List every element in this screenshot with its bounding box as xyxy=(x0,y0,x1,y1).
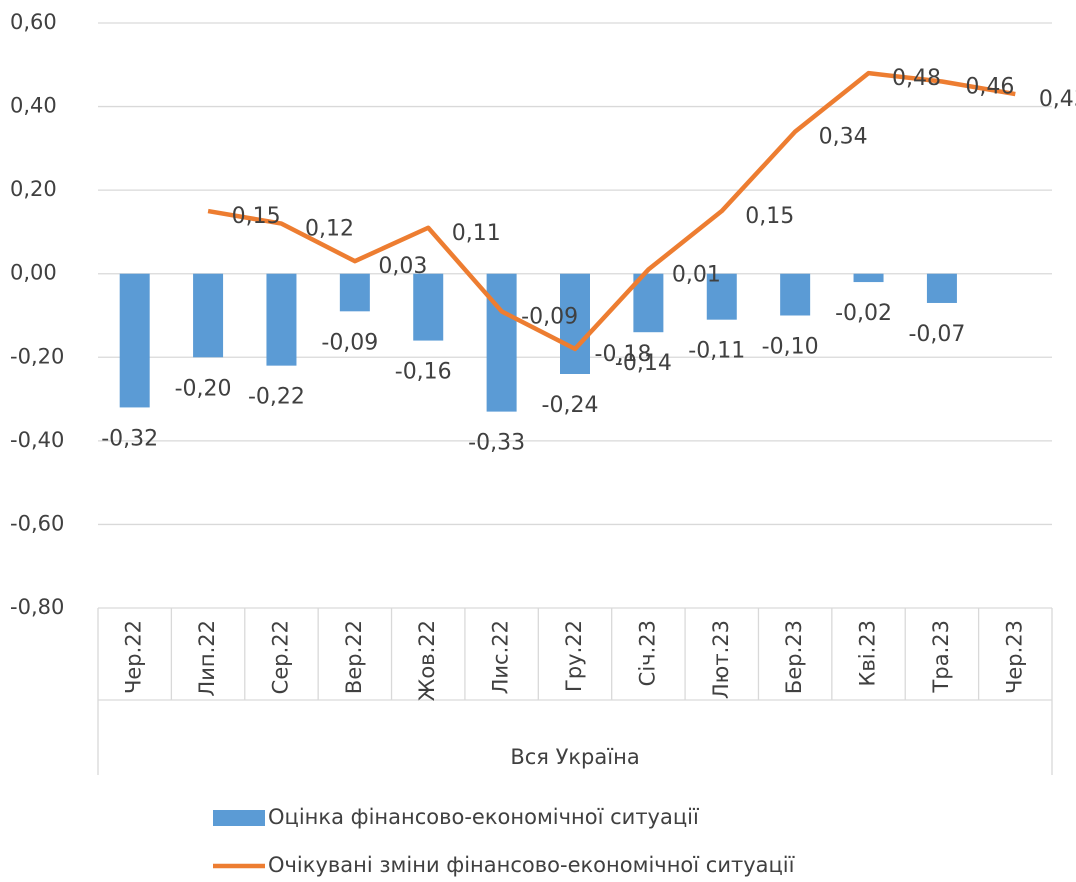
bar xyxy=(486,273,517,412)
bar xyxy=(193,273,224,358)
y-tick-label: 0,20 xyxy=(10,177,57,201)
legend-swatch xyxy=(213,810,265,826)
bar xyxy=(413,273,444,341)
data-label: 0,34 xyxy=(819,125,868,150)
data-label: -0,33 xyxy=(468,431,525,456)
bar xyxy=(339,273,370,312)
x-tick-label: Січ.23 xyxy=(635,620,659,686)
x-tick-label: Гру.22 xyxy=(562,620,586,692)
y-tick-label: -0,20 xyxy=(10,344,64,368)
y-tick-label: 0,00 xyxy=(10,261,57,285)
data-label: -0,20 xyxy=(175,376,232,401)
data-label: 0,43 xyxy=(1039,87,1076,112)
x-tick-label: Бер.23 xyxy=(782,620,806,694)
x-tick-label: Лип.22 xyxy=(195,620,219,697)
data-label: 0,11 xyxy=(452,221,501,246)
y-tick-label: 0,40 xyxy=(10,94,57,118)
legend-label: Очікувані зміни фінансово-економічної си… xyxy=(268,853,795,877)
x-tick-label: Кві.23 xyxy=(856,620,880,687)
x-tick-label: Вер.22 xyxy=(342,620,366,694)
data-label: -0,24 xyxy=(542,393,599,418)
bar xyxy=(926,273,957,303)
legend-label: Оцінка фінансово-економічної ситуації xyxy=(268,805,699,829)
data-label: 0,03 xyxy=(378,254,427,279)
data-label: -0,32 xyxy=(101,426,158,451)
bar xyxy=(706,273,737,320)
data-label: -0,16 xyxy=(395,360,452,385)
x-tick-label: Жов.22 xyxy=(415,620,439,701)
bar xyxy=(853,273,884,283)
x-tick-label: Чер.23 xyxy=(1002,620,1026,694)
data-label: 0,15 xyxy=(232,204,281,229)
group-label: Вся Україна xyxy=(510,745,639,769)
data-label: 0,01 xyxy=(672,263,721,288)
y-tick-label: -0,60 xyxy=(10,511,64,535)
bar xyxy=(780,273,811,316)
data-label: -0,14 xyxy=(615,351,672,376)
x-tick-label: Тра.23 xyxy=(929,620,953,693)
data-label: -0,18 xyxy=(595,342,652,367)
bar xyxy=(119,273,150,408)
line xyxy=(207,70,1016,352)
data-label: -0,02 xyxy=(835,301,892,326)
y-tick-label: 0,60 xyxy=(10,10,57,34)
data-label: -0,07 xyxy=(908,322,965,347)
x-tick-label: Сер.22 xyxy=(268,620,292,694)
x-tick-label: Лют.23 xyxy=(709,620,733,699)
x-tick-label: Лис.22 xyxy=(489,620,513,694)
data-label: -0,10 xyxy=(762,335,819,360)
x-tick-label: Чер.22 xyxy=(122,620,146,694)
data-label: -0,09 xyxy=(521,304,578,329)
data-label: -0,09 xyxy=(321,330,378,355)
data-label: 0,46 xyxy=(965,75,1014,100)
y-tick-label: -0,40 xyxy=(10,428,64,452)
bar xyxy=(560,273,590,374)
data-label: 0,12 xyxy=(305,217,354,242)
bar xyxy=(266,273,297,366)
y-tick-label: -0,80 xyxy=(10,595,64,619)
data-label: 0,15 xyxy=(745,204,794,229)
data-label: 0,48 xyxy=(892,66,941,91)
data-label: -0,11 xyxy=(688,339,745,364)
data-label: -0,22 xyxy=(248,385,305,410)
